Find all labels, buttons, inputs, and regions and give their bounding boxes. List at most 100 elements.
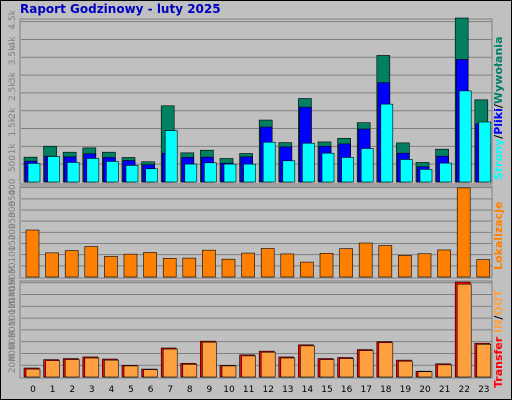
- bar-transfer-out: [437, 364, 452, 378]
- x-tick-label: 22: [458, 385, 469, 395]
- bar-pages: [106, 161, 119, 183]
- x-tick-label: 13: [282, 385, 293, 395]
- y-tick-label: 3k: [8, 71, 18, 83]
- x-tick-label: 9: [207, 385, 213, 395]
- bar-locations: [300, 261, 314, 278]
- y-tick-label: 500: [8, 155, 18, 172]
- x-tick-label: 10: [223, 385, 235, 395]
- legend-in: IN: [492, 320, 505, 333]
- bar-transfer-out: [123, 365, 139, 378]
- bar-transfer-out: [221, 365, 237, 378]
- bar-locations: [378, 245, 393, 278]
- bar-locations: [339, 248, 353, 278]
- y-tick-label: 1.5k: [8, 116, 18, 136]
- x-tick-label: 2: [69, 385, 75, 395]
- legend-sep-3: /: [492, 315, 505, 320]
- y-tick-label: 250: [8, 212, 18, 229]
- y-tick-label: 350: [8, 189, 18, 206]
- bar-pages: [458, 90, 472, 183]
- bar-transfer-out: [358, 350, 374, 378]
- bar-transfer-out: [64, 359, 80, 378]
- bar-transfer-out: [84, 357, 100, 378]
- bar-pages: [145, 168, 158, 183]
- legend-sep-1: /: [492, 134, 505, 139]
- x-tick-label: 3: [89, 385, 95, 395]
- x-tick-label: 11: [243, 385, 254, 395]
- bar-transfer-out: [182, 364, 198, 378]
- legend-files: Pliki: [492, 108, 505, 135]
- y-tick-label: 2.5k: [8, 81, 18, 101]
- x-tick-label: 17: [360, 385, 371, 395]
- bar-transfer-out: [104, 359, 119, 378]
- legend-pages: Strony: [492, 139, 505, 180]
- legend-transfer-label: Transfer: [492, 336, 505, 388]
- x-tick-label: 19: [400, 385, 412, 395]
- bar-pages: [243, 163, 256, 183]
- x-tick-label: 5: [128, 385, 134, 395]
- legend-transfer: Transfer IN/OUT: [492, 289, 505, 388]
- bar-transfer-out: [143, 369, 158, 378]
- bar-transfer-out: [378, 342, 394, 378]
- bar-locations: [104, 256, 118, 278]
- legend-locations: Lokalizacje: [492, 202, 505, 270]
- x-tick-label: 21: [439, 385, 450, 395]
- x-tick-label: 15: [321, 385, 332, 395]
- bar-transfer-out: [45, 360, 60, 378]
- x-tick-label: 20: [419, 385, 431, 395]
- y-tick-label: 300: [8, 201, 18, 218]
- bar-locations: [476, 259, 491, 278]
- bar-pages: [66, 162, 80, 183]
- bar-pages: [419, 169, 433, 183]
- y-tick-label: 80M: [8, 319, 18, 338]
- x-tick-label: 4: [109, 385, 115, 395]
- bar-pages: [478, 121, 492, 183]
- bar-pages: [341, 157, 354, 183]
- bar-transfer-out: [417, 371, 433, 378]
- y-tick-label: 4.5k: [8, 9, 18, 29]
- y-tick-label: 60M: [8, 330, 18, 349]
- bar-locations: [123, 253, 138, 278]
- legend-hits-files-pages: Strony/Pliki/Wywołania: [492, 37, 505, 181]
- bar-pages: [47, 156, 60, 183]
- bar-locations: [162, 258, 177, 278]
- y-tick-label: 120M: [8, 289, 18, 314]
- bar-locations: [182, 257, 197, 278]
- bar-pages: [184, 163, 198, 183]
- bar-pages: [204, 162, 217, 183]
- bar-locations: [417, 253, 432, 278]
- y-tick-label: 2k: [8, 107, 18, 119]
- hits-panel-bg: [19, 18, 493, 185]
- bar-transfer-out: [300, 345, 315, 378]
- bar-locations: [143, 252, 157, 278]
- y-tick-label: 50: [8, 262, 18, 274]
- y-tick-label: 100M: [8, 301, 18, 326]
- bar-locations: [202, 249, 216, 278]
- bar-locations: [221, 258, 236, 278]
- bar-transfer-out: [25, 368, 41, 378]
- bar-pages: [86, 158, 100, 183]
- y-tick-label: 1k: [8, 143, 18, 155]
- y-tick-label: 100: [8, 245, 18, 262]
- x-tick-label: 0: [30, 385, 36, 395]
- bar-pages: [27, 163, 41, 183]
- y-tick-label: 40M: [8, 342, 18, 361]
- bar-transfer-out: [476, 343, 492, 378]
- bar-transfer-out: [319, 359, 335, 378]
- bar-transfer-out: [280, 357, 296, 378]
- bar-locations: [437, 249, 451, 278]
- y-tick-label: 200: [8, 223, 18, 240]
- x-tick-label: 18: [380, 385, 392, 395]
- bar-pages: [125, 165, 139, 183]
- x-tick-label: 8: [187, 385, 193, 395]
- bar-transfer-out: [202, 341, 217, 378]
- x-tick-label: 7: [167, 385, 173, 395]
- bar-pages: [380, 103, 394, 183]
- bar-pages: [439, 162, 452, 183]
- y-tick-label: 20M: [8, 354, 18, 373]
- legend-hits: Wywołania: [492, 37, 505, 105]
- x-tick-label: 6: [148, 385, 154, 395]
- bar-pages: [164, 130, 178, 183]
- bar-pages: [302, 142, 315, 183]
